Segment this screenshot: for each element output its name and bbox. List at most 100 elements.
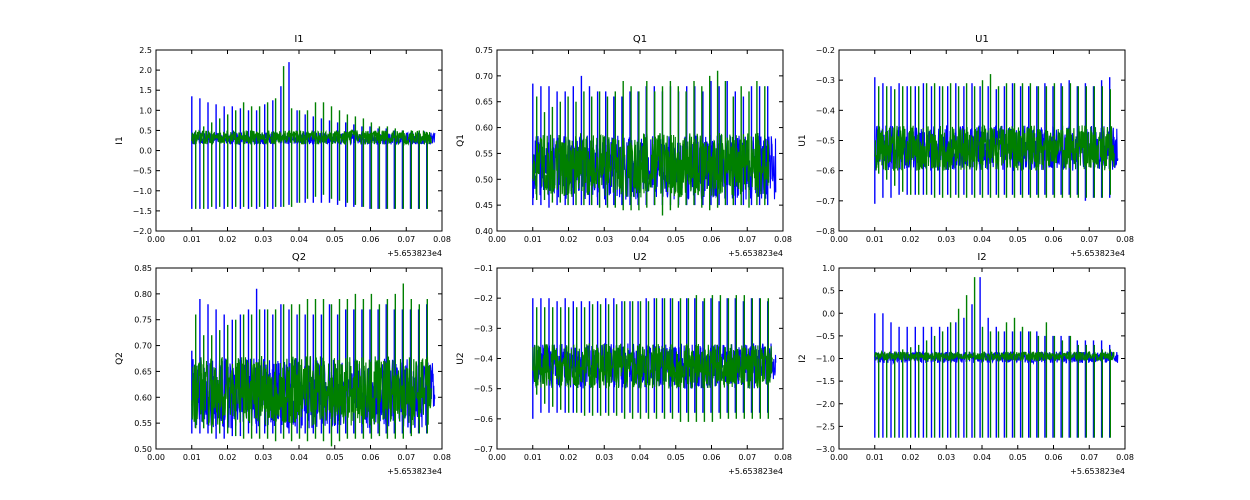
series-2-trace [532,343,773,389]
y-tick-label: −0.6 [474,415,493,424]
subplot-u1: 0.00 0.01 0.02 0.03 0.04 0.05 0.06 0.07 0.08 −0.8… [798,34,1134,258]
x-offset-label: +5.653823e4 [728,249,783,258]
y-tick-label: 0.65 [134,367,152,376]
y-tick-label: 0.50 [134,445,152,454]
chart-title: U2 [633,252,647,263]
x-tick-label: 0.05 [1009,453,1027,462]
y-tick-label: −0.3 [816,76,835,85]
x-tick-label: 0.02 [560,235,578,244]
x-offset-label: +5.653823e4 [1070,467,1125,476]
x-tick-label: 0.07 [738,235,756,244]
y-tick-label: −1.0 [816,355,835,364]
x-tick-label: 0.01 [183,453,201,462]
x-tick-label: 0.08 [433,235,451,244]
x-tick-label: 0.00 [830,453,848,462]
x-tick-label: 0.05 [667,235,685,244]
x-tick-label: 0.07 [1080,453,1098,462]
y-tick-label: 0.70 [475,72,493,81]
y-tick-label: −2.5 [816,422,835,431]
x-tick-label: 0.04 [290,453,308,462]
y-tick-label: 0.60 [134,393,152,402]
x-tick-label: 0.06 [1045,235,1063,244]
chart-title: I2 [977,252,986,263]
y-tick-label: 0.80 [134,290,152,299]
series-2-trace [191,129,432,146]
y-tick-label: 2.0 [139,66,152,75]
y-tick-label: 0.55 [134,419,152,428]
y-tick-label: −1.5 [816,377,835,386]
y-tick-label: 0.55 [475,149,493,158]
x-tick-label: 0.08 [774,453,792,462]
y-tick-label: −0.7 [474,445,493,454]
x-tick-label: 0.02 [902,453,920,462]
subplot-i2: 0.00 0.01 0.02 0.03 0.04 0.05 0.06 0.07 0.08 −3.0… [798,252,1134,476]
y-tick-label: 0.50 [475,175,493,184]
x-tick-label: 0.06 [703,235,721,244]
x-tick-label: 0.01 [866,235,884,244]
x-tick-label: 0.00 [488,453,506,462]
y-tick-label: 0.85 [134,264,152,273]
y-tick-label: −0.2 [816,46,835,55]
y-axis-label: I2 [798,354,808,362]
y-axis-label: Q2 [115,352,125,365]
y-tick-label: −0.2 [474,294,493,303]
y-tick-label: 0.40 [475,227,493,236]
subplot-i1: 0.00 0.01 0.02 0.03 0.04 0.05 0.06 0.07 0.08 −2.0… [115,34,451,258]
y-tick-label: −1.5 [133,207,152,216]
x-tick-label: 0.04 [631,235,649,244]
y-tick-label: −2.0 [816,400,835,409]
y-tick-label: 0.5 [822,287,835,296]
x-tick-label: 0.01 [524,453,542,462]
y-tick-label: 0.75 [134,316,152,325]
x-tick-label: 0.02 [219,453,237,462]
y-tick-label: −0.5 [816,137,835,146]
series-2-trace [532,132,770,198]
y-tick-label: −0.4 [474,355,493,364]
y-tick-label: 2.5 [139,46,152,55]
x-tick-label: 0.02 [902,235,920,244]
chart-title: I1 [294,34,303,45]
x-tick-label: 0.04 [973,235,991,244]
x-tick-label: 0.00 [147,235,165,244]
series-2-trace [874,349,1115,362]
y-axis-label: U1 [798,134,808,146]
x-offset-label: +5.653823e4 [387,467,442,476]
y-axis-label: Q1 [456,134,466,147]
y-tick-label: −2.0 [133,227,152,236]
y-tick-label: −0.5 [133,167,152,176]
x-tick-label: 0.08 [1116,453,1134,462]
x-tick-label: 0.07 [738,453,756,462]
x-tick-label: 0.00 [147,453,165,462]
x-offset-label: +5.653823e4 [728,467,783,476]
y-tick-label: 0.70 [134,342,152,351]
x-tick-label: 0.05 [1009,235,1027,244]
x-tick-label: 0.05 [326,453,344,462]
x-tick-label: 0.03 [254,453,272,462]
subplot-u2: 0.00 0.01 0.02 0.03 0.04 0.05 0.06 0.07 0.08 −0.7… [456,252,792,476]
y-tick-label: 0.60 [475,124,493,133]
y-tick-label: −1.0 [133,187,152,196]
x-offset-label: +5.653823e4 [387,249,442,258]
x-tick-label: 0.03 [595,235,613,244]
y-tick-label: 0.65 [475,98,493,107]
x-tick-label: 0.07 [397,453,415,462]
y-tick-label: −0.6 [816,167,835,176]
y-tick-label: −0.7 [816,197,835,206]
subplot-q1: 0.00 0.01 0.02 0.03 0.04 0.05 0.06 0.07 0.08 0.40… [456,34,792,258]
x-tick-label: 0.03 [937,235,955,244]
x-tick-label: 0.00 [830,235,848,244]
subplot-q2: 0.00 0.01 0.02 0.03 0.04 0.05 0.06 0.07 0.08 0.50… [115,252,451,476]
x-tick-label: 0.08 [774,235,792,244]
y-tick-label: 0.75 [475,46,493,55]
y-tick-label: 0.45 [475,201,493,210]
x-tick-label: 0.06 [1045,453,1063,462]
chart-title: U1 [975,34,989,45]
x-tick-label: 0.01 [183,235,201,244]
x-tick-label: 0.08 [433,453,451,462]
x-tick-label: 0.07 [1080,235,1098,244]
series-2-trace [191,355,432,426]
x-tick-label: 0.03 [595,453,613,462]
x-offset-label: +5.653823e4 [1070,249,1125,258]
y-tick-label: −0.5 [816,332,835,341]
